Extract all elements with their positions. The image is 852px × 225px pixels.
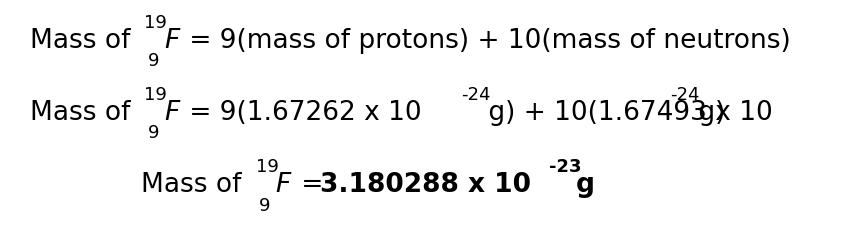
Text: 9: 9: [259, 196, 271, 214]
Text: F: F: [164, 99, 180, 126]
Text: F: F: [164, 27, 180, 54]
Text: Mass of: Mass of: [30, 27, 147, 54]
Text: 9: 9: [148, 124, 159, 142]
Text: 3.180288 x 10: 3.180288 x 10: [320, 171, 531, 198]
Text: 19: 19: [145, 14, 167, 32]
Text: g): g): [690, 99, 726, 126]
Text: = 9(1.67262 x 10: = 9(1.67262 x 10: [181, 99, 422, 126]
Text: = 9(mass of protons) + 10(mass of neutrons): = 9(mass of protons) + 10(mass of neutro…: [181, 27, 792, 54]
Text: -23: -23: [549, 158, 581, 176]
Text: 9: 9: [148, 52, 159, 70]
Text: -24: -24: [461, 86, 490, 104]
Text: Mass of: Mass of: [141, 171, 258, 198]
Text: 19: 19: [145, 86, 167, 104]
Text: 19: 19: [256, 158, 279, 176]
Text: F: F: [275, 171, 291, 198]
Text: g: g: [567, 171, 596, 198]
Text: =: =: [292, 171, 331, 198]
Text: Mass of: Mass of: [30, 99, 147, 126]
Text: g) + 10(1.67493 x 10: g) + 10(1.67493 x 10: [480, 99, 773, 126]
Text: -24: -24: [671, 86, 699, 104]
